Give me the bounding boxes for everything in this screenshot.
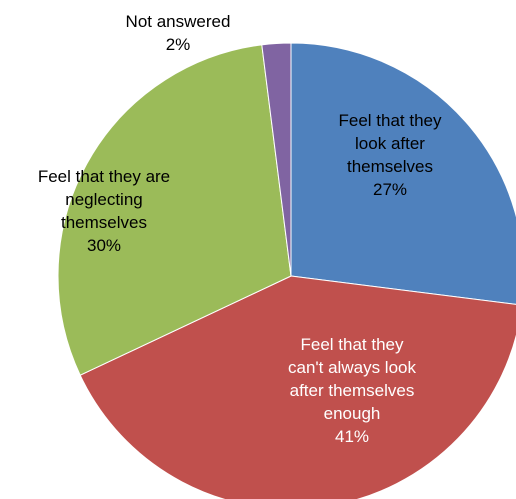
slice-label-line: look after (355, 134, 425, 153)
slice-percent-label: 41% (335, 427, 369, 446)
slice-label-line: Not answered (126, 12, 231, 31)
slice-label-line: neglecting (65, 190, 143, 209)
slice-label-line: Feel that they (300, 335, 404, 354)
slice-label-line: themselves (347, 157, 433, 176)
slice-percent-label: 30% (87, 236, 121, 255)
slice-label-line: Feel that they (338, 111, 442, 130)
slice-label-line: after themselves (290, 381, 415, 400)
pie-slice-3 (261, 42, 292, 277)
slice-label-line: Feel that they are (38, 167, 170, 186)
slice-label-line: can't always look (288, 358, 416, 377)
slice-label-line: enough (324, 404, 381, 423)
slice-label-1: Feel that they can't always look after the… (288, 335, 416, 446)
slice-percent-label: 2% (166, 35, 191, 54)
slice-label-line: themselves (61, 213, 147, 232)
pie-slice-0 (290, 42, 516, 305)
pie-slice-1 (79, 275, 516, 499)
slice-label-3: Not answered 2% (126, 12, 231, 54)
pie-slice-2 (57, 44, 292, 376)
slice-label-2: Feel that they are neglecting themselves 30… (38, 167, 170, 255)
slice-percent-label: 27% (373, 180, 407, 199)
slice-label-0: Feel that they look after themselves 27% (338, 111, 442, 199)
